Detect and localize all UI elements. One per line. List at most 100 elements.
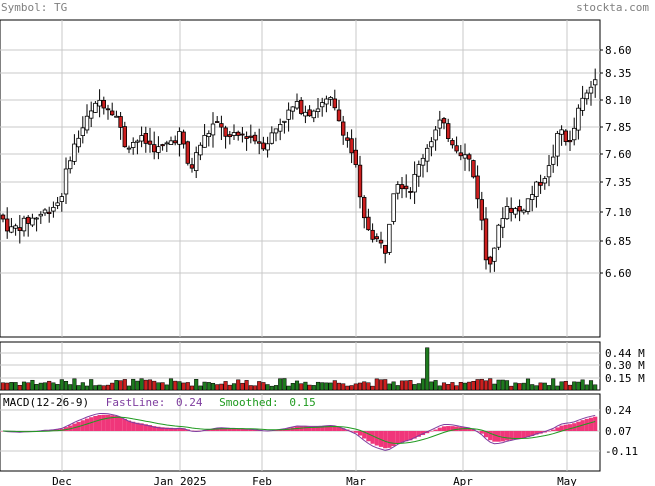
candle-up <box>492 247 497 262</box>
volume-bar-down <box>353 383 358 391</box>
volume-bar-down <box>479 378 484 391</box>
volume-bar-up <box>584 384 589 391</box>
price-tick-label: 6.85 <box>605 235 632 248</box>
volume-bar-up <box>206 382 211 391</box>
candle-up <box>542 178 547 184</box>
volume-bar-down <box>101 385 106 391</box>
candle-down <box>382 244 388 254</box>
candle-up <box>530 194 535 200</box>
candle-up <box>572 127 577 141</box>
volume-bar-up <box>513 382 518 391</box>
volume-bar-up <box>425 347 430 391</box>
macd-hist-bar <box>349 431 354 432</box>
candle-up <box>462 154 468 159</box>
volume-bar-down <box>5 382 10 391</box>
candle-up <box>206 133 211 138</box>
volume-bar-up <box>126 385 132 391</box>
macd-tick-label: 0.07 <box>605 425 632 438</box>
candle-up <box>412 173 417 193</box>
volume-bar-down <box>252 385 258 391</box>
macd-hist-bar <box>441 426 447 431</box>
macd-hist-bar <box>492 431 497 442</box>
volume-bar-down <box>147 379 153 391</box>
candle-up <box>513 208 518 215</box>
macd-hist-bar <box>530 431 535 437</box>
price-tick-label: 7.35 <box>605 176 632 189</box>
volume-bar-up <box>89 379 94 391</box>
candle-down <box>408 191 413 193</box>
candle-down <box>151 144 157 153</box>
volume-bar-down <box>399 380 405 391</box>
macd-hist-bar <box>215 428 220 431</box>
volume-bar-up <box>55 384 60 391</box>
candle-up <box>156 146 161 153</box>
x-axis-label: Mar <box>346 475 366 486</box>
candle-up <box>311 110 316 119</box>
volume-bar-down <box>105 384 111 391</box>
volume-bar-down <box>219 383 224 391</box>
macd-hist-bar <box>517 431 522 439</box>
macd-hist-bar <box>546 431 552 432</box>
candle-up <box>168 140 174 145</box>
macd-hist-bar <box>420 431 426 436</box>
volume-bar-down <box>248 385 253 391</box>
macd-hist-bar <box>126 420 132 431</box>
volume-bar-up <box>576 381 581 391</box>
price-ticks: 8.60 8.35 8.10 7.85 7.60 7.35 7.10 6.85 6.60 <box>600 44 632 280</box>
volume-bar-up <box>51 382 56 391</box>
volume-bar-up <box>290 383 295 391</box>
macd-hist-bar <box>593 416 598 431</box>
macd-hist-bar <box>391 431 396 447</box>
macd-hist-bar <box>332 426 337 431</box>
price-tick-label: 8.35 <box>605 67 632 80</box>
candle-up <box>584 92 589 100</box>
candle-up <box>429 141 434 148</box>
volume-bar-down <box>189 385 195 391</box>
candle-down <box>244 136 249 139</box>
volume-bar-up <box>84 385 90 391</box>
candle-down <box>563 130 568 142</box>
volume-bar-down <box>475 379 480 391</box>
volume-bar-up <box>231 383 237 391</box>
volume-bar-up <box>387 383 392 391</box>
macd-hist-bar <box>101 414 106 431</box>
x-axis-label: May <box>557 475 577 486</box>
volume-bar-up <box>530 384 535 391</box>
x-axis-labels: Dec Jan 2025 Feb Mar Apr May <box>52 475 577 486</box>
volume-bars <box>0 347 598 391</box>
macd-ticks: 0.24 0.07 -0.11 <box>605 404 638 458</box>
macd-hist-bar <box>404 431 409 442</box>
volume-bar-down <box>366 382 371 391</box>
candle-down <box>441 118 447 124</box>
volume-bar-up <box>59 379 64 391</box>
macd-hist-bar <box>563 424 568 431</box>
volume-bar-up <box>68 384 73 391</box>
volume-bar-down <box>383 379 388 391</box>
volume-bar-down <box>118 380 123 391</box>
candle-down <box>219 123 224 128</box>
macd-hist-bar <box>521 431 526 439</box>
macd-hist-bar <box>118 417 123 431</box>
candle-down <box>298 99 304 114</box>
volume-bar-up <box>168 378 174 391</box>
candle-up <box>59 196 64 202</box>
candle-up <box>34 217 39 220</box>
candle-up <box>294 101 300 109</box>
candle-down <box>366 216 371 231</box>
candle-down <box>458 152 463 157</box>
macd-tick-label: -0.11 <box>605 445 638 458</box>
volume-bar-up <box>555 385 560 391</box>
macd-hist-bar <box>320 426 325 431</box>
volume-bar-up <box>114 380 119 391</box>
macd-hist-bar <box>399 431 405 443</box>
volume-bar-down <box>446 384 451 391</box>
macd-hist-bar <box>240 428 245 431</box>
volume-bar-down <box>185 382 190 391</box>
macd-hist-bar <box>416 431 421 437</box>
volume-bar-down <box>261 382 266 391</box>
volume-bar-down <box>143 379 148 391</box>
macd-hist-bar <box>181 428 186 431</box>
candle-up <box>202 134 207 148</box>
volume-bar-up <box>80 382 85 391</box>
